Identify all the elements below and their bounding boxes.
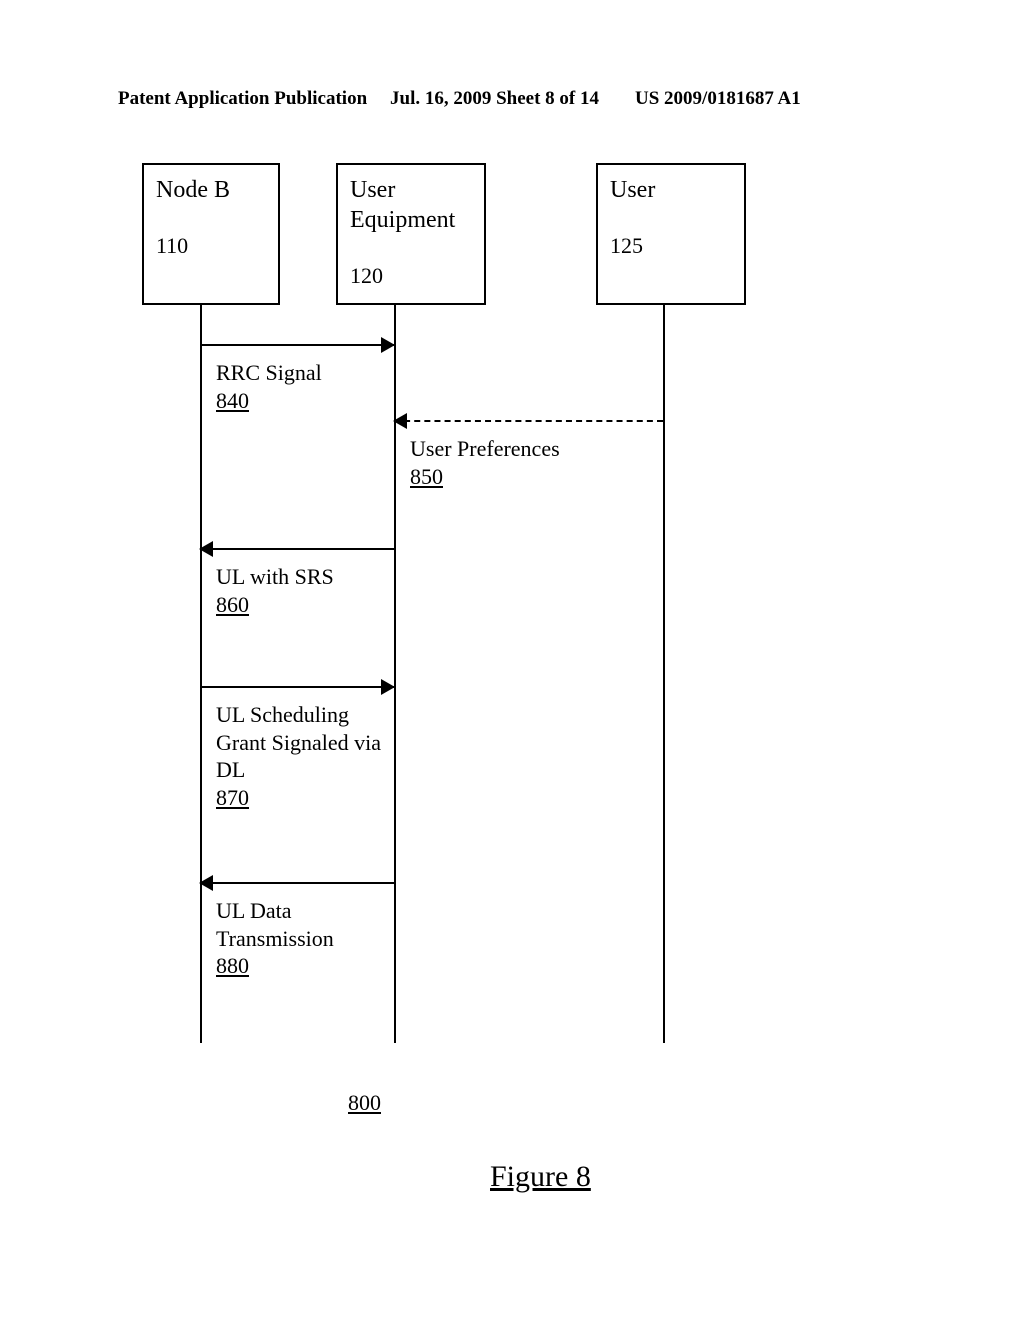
arrowhead-left-icon (199, 875, 213, 891)
message-num: 880 (216, 953, 249, 978)
actor-box-user: User 125 (596, 163, 746, 305)
message-num: 840 (216, 388, 249, 413)
message-num: 870 (216, 785, 249, 810)
message-arrow-1 (394, 411, 663, 431)
header-date-sheet: Jul. 16, 2009 Sheet 8 of 14 (390, 88, 599, 110)
lifeline-nodeB (200, 305, 202, 1043)
actor-box-nodeB: Node B 110 (142, 163, 280, 305)
message-arrow-2 (200, 539, 394, 559)
message-arrow-3 (200, 677, 394, 697)
message-label-0: RRC Signal840 (216, 359, 322, 414)
message-label-2: UL with SRS860 (216, 563, 334, 618)
arrowhead-right-icon (381, 679, 395, 695)
lifeline-user (663, 305, 665, 1043)
message-label-3: UL SchedulingGrant Signaled viaDL870 (216, 701, 381, 811)
header-pubnum: US 2009/0181687 A1 (635, 88, 801, 110)
arrowhead-left-icon (199, 541, 213, 557)
diagram-number: 800 (348, 1090, 381, 1116)
arrow-line (200, 686, 394, 688)
message-num: 860 (216, 592, 249, 617)
message-num: 850 (410, 464, 443, 489)
figure-caption: Figure 8 (490, 1160, 591, 1194)
sequence-diagram: Node B 110 UserEquipment 120 User 125 RRC Sign… (118, 163, 838, 1163)
actor-label: Node B (156, 175, 266, 205)
message-arrow-0 (200, 335, 394, 355)
actor-label: User (610, 175, 732, 205)
arrowhead-right-icon (381, 337, 395, 353)
arrow-line (394, 420, 663, 422)
arrow-line (200, 548, 394, 550)
actor-id: 110 (156, 233, 266, 259)
arrow-line (200, 344, 394, 346)
actor-label: UserEquipment (350, 175, 472, 235)
arrowhead-left-icon (393, 413, 407, 429)
message-label-1: User Preferences850 (410, 435, 560, 490)
actor-id: 120 (350, 263, 472, 289)
message-arrow-4 (200, 873, 394, 893)
actor-id: 125 (610, 233, 732, 259)
header-publication: Patent Application Publication (118, 88, 367, 110)
arrow-line (200, 882, 394, 884)
actor-box-ue: UserEquipment 120 (336, 163, 486, 305)
message-label-4: UL DataTransmission880 (216, 897, 334, 980)
